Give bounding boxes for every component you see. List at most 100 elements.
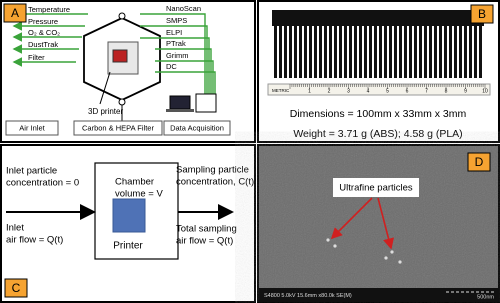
comb-tooth <box>279 24 282 78</box>
instrument-label: PTrak <box>166 39 186 48</box>
scale-text: 500nm <box>477 294 494 300</box>
sampling-concentration: concentration, C(t) <box>176 177 254 188</box>
printer-pointer <box>99 71 111 105</box>
panel-label: B <box>478 7 486 21</box>
comb-tooth <box>424 24 427 78</box>
panel-label: D <box>475 155 484 169</box>
comb-tooth <box>419 24 422 78</box>
printer-block <box>112 198 146 233</box>
annotation-text: Ultrafine particles <box>339 183 413 194</box>
comb-tooth <box>449 24 452 78</box>
signal-line <box>140 13 206 96</box>
comb-tooth <box>389 24 392 78</box>
inlet-flow: air flow = Q(t) <box>6 235 63 246</box>
instrument-label: Grimm <box>166 51 189 60</box>
particle <box>326 238 330 242</box>
comb-tooth <box>459 24 462 78</box>
particle <box>390 250 394 254</box>
comb-tooth <box>274 24 277 78</box>
signal-line <box>155 71 216 96</box>
component-label: Carbon & HEPA Filter <box>82 123 154 132</box>
comb-tooth <box>374 24 377 78</box>
chamber-label: volume = V <box>115 189 163 200</box>
component-label: Air Inlet <box>19 123 45 132</box>
comb-tooth <box>414 24 417 78</box>
particle <box>384 256 388 260</box>
component-box <box>73 120 163 136</box>
ruler-label: 2 <box>328 88 331 94</box>
sampling-flow: Total sampling <box>176 224 237 235</box>
sampling-flow: air flow = Q(t) <box>176 236 233 247</box>
dimensions-text: Dimensions = 100mm x 33mm x 3mm <box>290 108 467 120</box>
input-label: Pressure <box>28 17 58 26</box>
signal-line <box>140 37 210 96</box>
comb-tooth <box>354 24 357 78</box>
inlet-concentration: concentration = 0 <box>6 178 79 189</box>
comb-tooth <box>304 24 307 78</box>
comb-tooth <box>429 24 432 78</box>
comb-tooth <box>369 24 372 78</box>
laptop-screen <box>169 95 191 110</box>
ruler-label: 7 <box>425 88 428 94</box>
component-label: Data Acquisition <box>170 123 224 132</box>
info-bar <box>259 288 499 302</box>
printer-label: 3D printer <box>88 107 123 116</box>
annotation-arrow <box>330 197 373 240</box>
ruler-label: 10 <box>482 88 488 94</box>
comb-tooth <box>284 24 287 78</box>
sampling-concentration: Sampling particle <box>176 165 249 176</box>
panel-label: A <box>11 6 19 20</box>
panel-label: C <box>12 281 21 295</box>
comb-tooth <box>334 24 337 78</box>
input-label: O₂ & CO₂ <box>28 28 60 37</box>
comb-tooth <box>364 24 367 78</box>
ruler-label: 6 <box>406 88 409 94</box>
weight-text: Weight = 3.71 g (ABS); 4.58 g (PLA) <box>293 128 462 140</box>
comb-tooth <box>384 24 387 78</box>
comb-tooth <box>394 24 397 78</box>
comb-tooth <box>464 24 467 78</box>
ruler-label: 8 <box>445 88 448 94</box>
comb-tooth <box>359 24 362 78</box>
input-label: DustTrak <box>28 40 58 49</box>
comb-tooth <box>314 24 317 78</box>
comb-tooth <box>439 24 442 78</box>
comb-tooth <box>294 24 297 78</box>
printer-screen <box>112 49 128 63</box>
ruler-label: 5 <box>386 88 389 94</box>
particle <box>398 260 402 264</box>
instrument-label: SMPS <box>166 16 187 25</box>
outlet-node <box>118 98 126 106</box>
chamber-label: Chamber <box>115 177 154 188</box>
inlet-node <box>118 12 126 20</box>
component-box <box>5 120 59 136</box>
panel-badge <box>3 3 27 23</box>
comb-tooth <box>444 24 447 78</box>
component-box <box>163 120 231 136</box>
ruler-label: 3 <box>347 88 350 94</box>
comb-tooth <box>454 24 457 78</box>
printer-label: Printer <box>113 241 143 252</box>
ruler <box>267 83 491 96</box>
comb-tooth <box>319 24 322 78</box>
ruler-label: 1 <box>308 88 311 94</box>
comb-spine <box>272 10 484 26</box>
comb-tooth <box>289 24 292 78</box>
inlet-flow: Inlet <box>6 223 24 234</box>
panel-badge <box>4 278 28 298</box>
inlet-concentration: Inlet particle <box>6 166 57 177</box>
laptop-base <box>166 109 194 112</box>
panel-badge <box>470 4 494 24</box>
ruler-label: 9 <box>464 88 467 94</box>
comb-tooth <box>379 24 382 78</box>
comb-tooth <box>309 24 312 78</box>
info-text: S4800 5.0kV 15.6mm x80.0k SE(M) <box>264 293 352 299</box>
instrument-label: NanoScan <box>166 4 201 13</box>
comb-tooth <box>299 24 302 78</box>
panel-badge <box>467 152 491 172</box>
comb-tooth <box>474 24 477 78</box>
comb-tooth <box>479 24 482 78</box>
instrument-label: DC <box>166 62 177 71</box>
comb-tooth <box>339 24 342 78</box>
